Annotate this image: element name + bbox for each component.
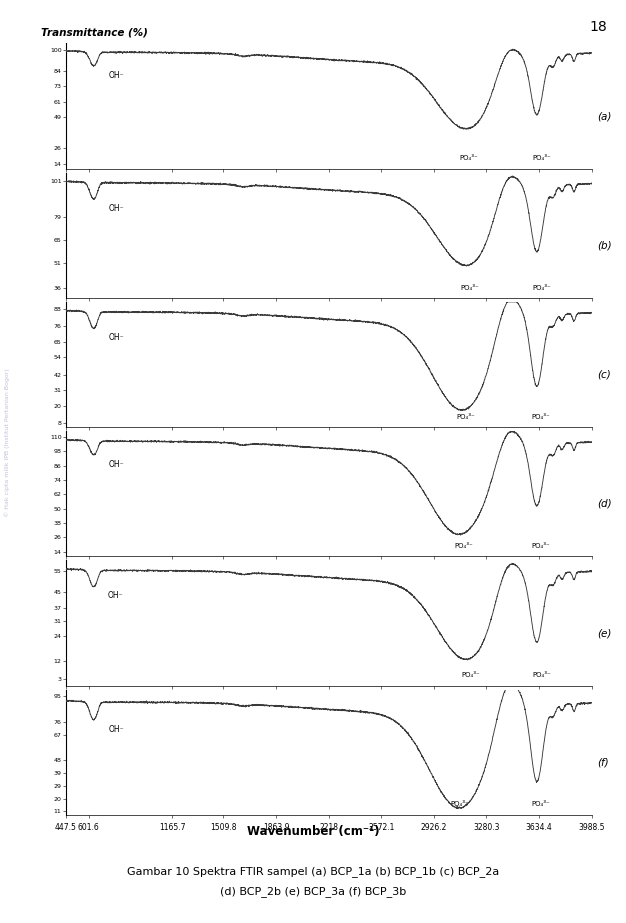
- Text: OH⁻: OH⁻: [108, 71, 124, 79]
- Text: (e): (e): [597, 628, 611, 638]
- Text: PO₄³⁻: PO₄³⁻: [454, 543, 473, 549]
- Text: PO₄³⁻: PO₄³⁻: [531, 801, 550, 808]
- Text: OH⁻: OH⁻: [108, 333, 124, 342]
- Text: © Hak cipta milik IPB (Institut Pertanian Bogor): © Hak cipta milik IPB (Institut Pertania…: [4, 368, 11, 518]
- Text: (a): (a): [597, 111, 611, 121]
- Text: PO₄³⁻: PO₄³⁻: [531, 543, 550, 549]
- Text: Transmittance (%): Transmittance (%): [41, 28, 148, 38]
- Text: PO₄³⁻: PO₄³⁻: [460, 155, 478, 162]
- Text: PO₄³⁻: PO₄³⁻: [456, 414, 475, 420]
- Text: PO₄³⁻: PO₄³⁻: [531, 414, 550, 420]
- Text: PO₄³⁻: PO₄³⁻: [532, 672, 551, 678]
- Text: Wavenumber (cm⁻¹): Wavenumber (cm⁻¹): [247, 825, 379, 838]
- Text: PO₄³⁻: PO₄³⁻: [460, 284, 479, 291]
- Text: 18: 18: [590, 20, 607, 34]
- Text: (f): (f): [597, 757, 608, 767]
- Text: PO₄³⁻: PO₄³⁻: [451, 801, 470, 808]
- Text: (d) BCP_2b (e) BCP_3a (f) BCP_3b: (d) BCP_2b (e) BCP_3a (f) BCP_3b: [220, 886, 406, 897]
- Text: PO₄³⁻: PO₄³⁻: [461, 672, 480, 678]
- Text: (d): (d): [597, 498, 612, 509]
- Text: PO₄³⁻: PO₄³⁻: [532, 284, 551, 291]
- Text: (b): (b): [597, 240, 612, 250]
- Text: OH⁻: OH⁻: [108, 592, 123, 600]
- Text: PO₄³⁻: PO₄³⁻: [532, 155, 551, 162]
- Text: OH⁻: OH⁻: [109, 204, 125, 213]
- Text: OH⁻: OH⁻: [109, 725, 125, 734]
- Text: OH⁻: OH⁻: [109, 460, 125, 469]
- Text: (c): (c): [597, 369, 610, 379]
- Text: Gambar 10 Spektra FTIR sampel (a) BCP_1a (b) BCP_1b (c) BCP_2a: Gambar 10 Spektra FTIR sampel (a) BCP_1a…: [127, 866, 499, 877]
